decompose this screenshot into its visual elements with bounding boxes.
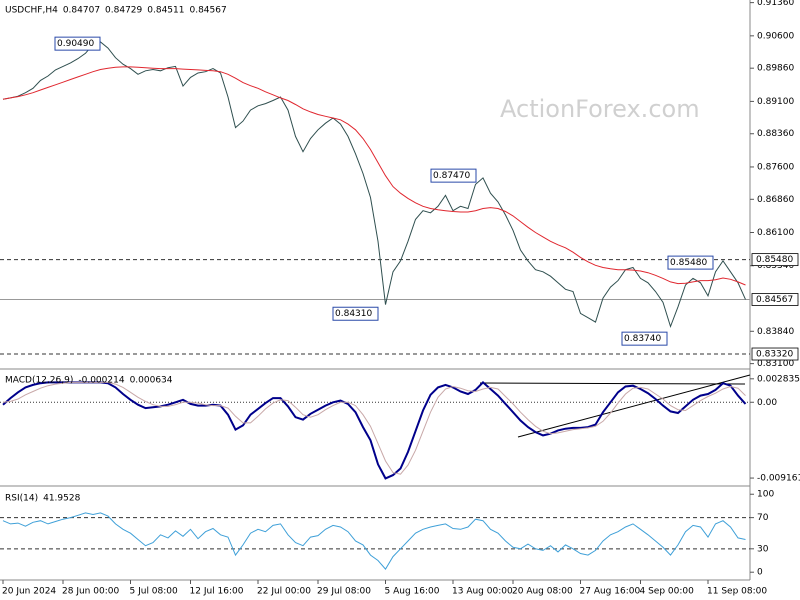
series-line (2, 512, 746, 570)
level-box (751, 293, 799, 306)
y-tick-label: 0.90600 (757, 31, 794, 41)
x-tick-label: 22 Jul 00:00 (257, 587, 311, 597)
x-tick-label: 29 Jul 08:00 (317, 587, 371, 597)
y-tick-label: 0 (757, 568, 763, 578)
annotation-label: 0.83740 (624, 334, 661, 344)
y-tick-label: 0.86860 (757, 195, 794, 205)
y-tick-label: 0.002835 (757, 374, 800, 384)
y-tick-label: 0.83100 (757, 359, 794, 369)
y-tick-label: 0.86100 (757, 228, 794, 238)
annotation-label: 0.84310 (335, 309, 372, 319)
level-label: 0.83320 (756, 350, 793, 360)
x-tick-label: 5 Aug 16:00 (385, 587, 440, 597)
y-tick-label: 30 (757, 544, 769, 554)
annotation-box (667, 255, 714, 270)
level-box (751, 347, 799, 361)
panel-reading: 41.9528 (43, 494, 80, 504)
y-tick-label: 100 (757, 490, 774, 500)
panel-reading: 0.84729 (105, 6, 142, 16)
y-tick-label: 0.88360 (757, 129, 794, 139)
panel-title: MACD(12,26,9) (5, 376, 73, 386)
x-tick-label: 4 Sep 00:00 (640, 587, 695, 597)
annotation-label: 0.90490 (57, 39, 94, 49)
x-tick-label: 12 Jul 16:00 (190, 587, 244, 597)
y-tick-label: 0.89860 (757, 64, 794, 74)
panel-title: RSI(14) (5, 494, 38, 504)
panel-reading: -0.000214 (78, 376, 124, 386)
watermark: ActionForex.com (500, 95, 700, 123)
trend-line (517, 374, 751, 438)
panel-reading: 0.84567 (189, 6, 226, 16)
level-box (751, 253, 799, 267)
y-tick-label: -0.009161 (757, 474, 800, 484)
panel-reading: 0.84511 (147, 6, 184, 16)
x-tick-label: 20 Aug 08:00 (512, 587, 573, 597)
annotation-box (430, 168, 477, 183)
level-label: 0.85480 (756, 255, 793, 265)
y-tick-label: 0.89100 (757, 97, 794, 107)
panel-reading: 0.000634 (130, 376, 173, 386)
x-tick-label: 20 Jun 2024 (2, 587, 56, 597)
series-line (2, 66, 746, 286)
y-tick-label: 0.85340 (757, 261, 794, 271)
level-label: 0.84567 (756, 295, 793, 305)
x-tick-label: 5 Jul 08:00 (130, 587, 179, 597)
annotation-label: 0.87470 (433, 171, 470, 181)
x-tick-label: 27 Aug 16:00 (580, 587, 641, 597)
annotation-box (332, 306, 379, 321)
x-tick-label: 13 Aug 00:00 (452, 587, 513, 597)
y-tick-label: 0.83840 (757, 327, 794, 337)
panel-title: USDCHF,H4 (5, 6, 58, 16)
series-line (2, 381, 747, 480)
y-tick-label: 0.91360 (757, 0, 794, 8)
annotation-box (621, 331, 668, 346)
annotation-box (54, 36, 101, 51)
panel-reading: 0.84707 (63, 6, 100, 16)
y-tick-label: 70 (757, 513, 769, 523)
trend-line (479, 382, 746, 385)
y-tick-label: 0.00 (757, 398, 777, 408)
series-line (2, 381, 746, 475)
x-tick-label: 11 Sep 08:00 (707, 587, 767, 597)
x-tick-label: 28 Jun 00:00 (62, 587, 119, 597)
annotation-label: 0.85480 (670, 258, 707, 268)
y-tick-label: 0.87600 (757, 162, 794, 172)
